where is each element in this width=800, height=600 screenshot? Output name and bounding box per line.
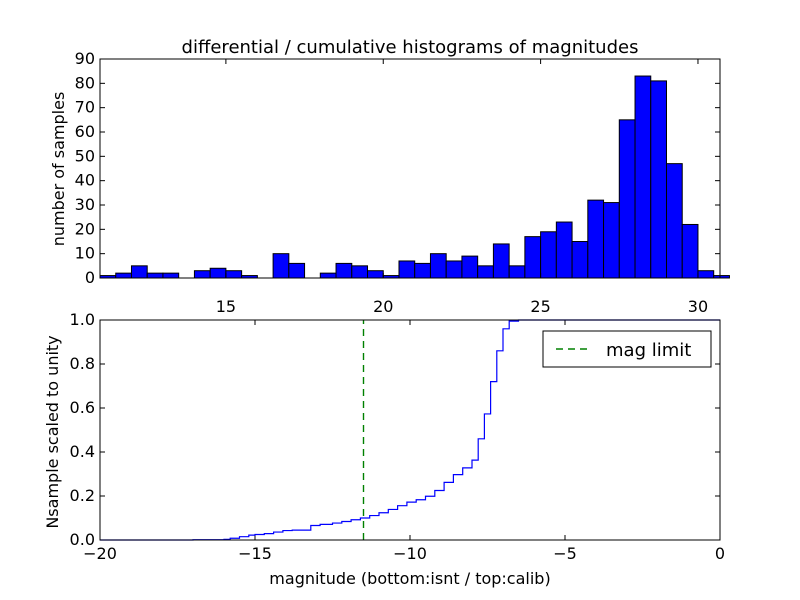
top-y-axis-label: number of samples	[49, 92, 68, 247]
bottom-ytick-label: 0.4	[70, 442, 95, 461]
bottom-axes-frame	[99, 319, 721, 541]
histogram-bar	[146, 272, 164, 279]
histogram-bar	[351, 265, 369, 279]
top-ytick-label: 70	[75, 98, 95, 117]
histogram-bar	[681, 223, 699, 279]
histogram-bar	[492, 243, 510, 279]
histogram-bar	[697, 270, 715, 279]
histogram-bar	[524, 236, 542, 279]
top-ytick-label: 0	[85, 268, 95, 287]
top-xtick-label: 20	[373, 297, 393, 316]
histogram-bar	[540, 231, 557, 279]
top-ytick-label: 40	[75, 171, 95, 190]
histogram-bar	[603, 202, 620, 279]
histogram-bar	[288, 262, 306, 279]
top-ytick-label: 30	[75, 195, 95, 214]
histogram-bar	[634, 75, 652, 279]
top-ytick-label: 80	[75, 73, 95, 92]
histogram-bar	[367, 270, 384, 279]
top-xtick-label: 30	[688, 297, 708, 316]
histogram-bar	[272, 253, 290, 279]
top-ytick-label: 50	[75, 146, 95, 165]
histogram-bar	[209, 267, 227, 279]
bottom-ytick-label: 1.0	[70, 310, 95, 329]
top-axes-frame	[99, 58, 721, 279]
cumulative-plot-panel: −20 −15 −10 −5 0 0.0 0.2 0.4 0.6 0.8 1.0 magnitude…	[43, 310, 725, 588]
histogram-bar	[115, 272, 132, 279]
histogram-bar	[445, 260, 463, 279]
bottom-axis-ticks: −20 −15 −10 −5 0 0.0 0.2 0.4 0.6 0.8 1.0	[70, 310, 726, 563]
histogram-bar	[335, 262, 353, 279]
top-xtick-label: 25	[530, 297, 550, 316]
bottom-xtick-label: −20	[83, 544, 117, 563]
histogram-bar	[665, 163, 683, 279]
histogram-bar	[477, 265, 494, 279]
bottom-xtick-label: −10	[393, 544, 427, 563]
bottom-xtick-label: −15	[238, 544, 272, 563]
histogram-bar	[508, 265, 526, 279]
histogram-bar	[225, 270, 243, 279]
histogram-bar	[618, 119, 636, 279]
top-ytick-label: 10	[75, 244, 95, 263]
histogram-bar	[414, 262, 431, 279]
top-xtick-label: 15	[216, 297, 236, 316]
top-ytick-label: 60	[75, 122, 95, 141]
legend: mag limit	[542, 330, 712, 368]
top-axis-ticks: 0 10 20 30 40 50 60 70 80 90 15 20 25 30	[75, 49, 720, 316]
bottom-ytick-label: 0.8	[70, 354, 95, 373]
legend-label: mag limit	[606, 340, 691, 361]
top-ytick-label: 90	[75, 49, 95, 68]
bottom-ytick-label: 0.0	[70, 530, 95, 549]
differential-histogram-panel: differential / cumulative histograms of …	[49, 37, 730, 316]
bottom-ytick-label: 0.2	[70, 486, 95, 505]
histogram-bar	[193, 270, 211, 279]
histogram-bar	[461, 255, 479, 279]
bottom-x-axis-label: magnitude (bottom:isnt / top:calib)	[269, 569, 550, 588]
histogram-bar	[398, 260, 416, 279]
cumulative-step-line	[100, 319, 720, 541]
histogram-bar	[587, 199, 605, 279]
bottom-xtick-label: −5	[553, 544, 577, 563]
histogram-bar	[555, 221, 573, 279]
histogram-bar	[319, 272, 337, 279]
histogram-bars	[99, 75, 730, 279]
histogram-bar	[162, 272, 180, 279]
bottom-ytick-label: 0.6	[70, 398, 95, 417]
histogram-bar	[713, 275, 730, 279]
histogram-bar	[130, 265, 148, 279]
bottom-y-axis-label: Nsample scaled to unity	[43, 335, 62, 528]
histogram-bar	[650, 80, 667, 279]
histogram-bar	[429, 253, 447, 279]
chart-title: differential / cumulative histograms of …	[182, 37, 639, 58]
bottom-xtick-label: 0	[715, 544, 725, 563]
top-ytick-label: 20	[75, 219, 95, 238]
histogram-bar	[571, 241, 589, 279]
